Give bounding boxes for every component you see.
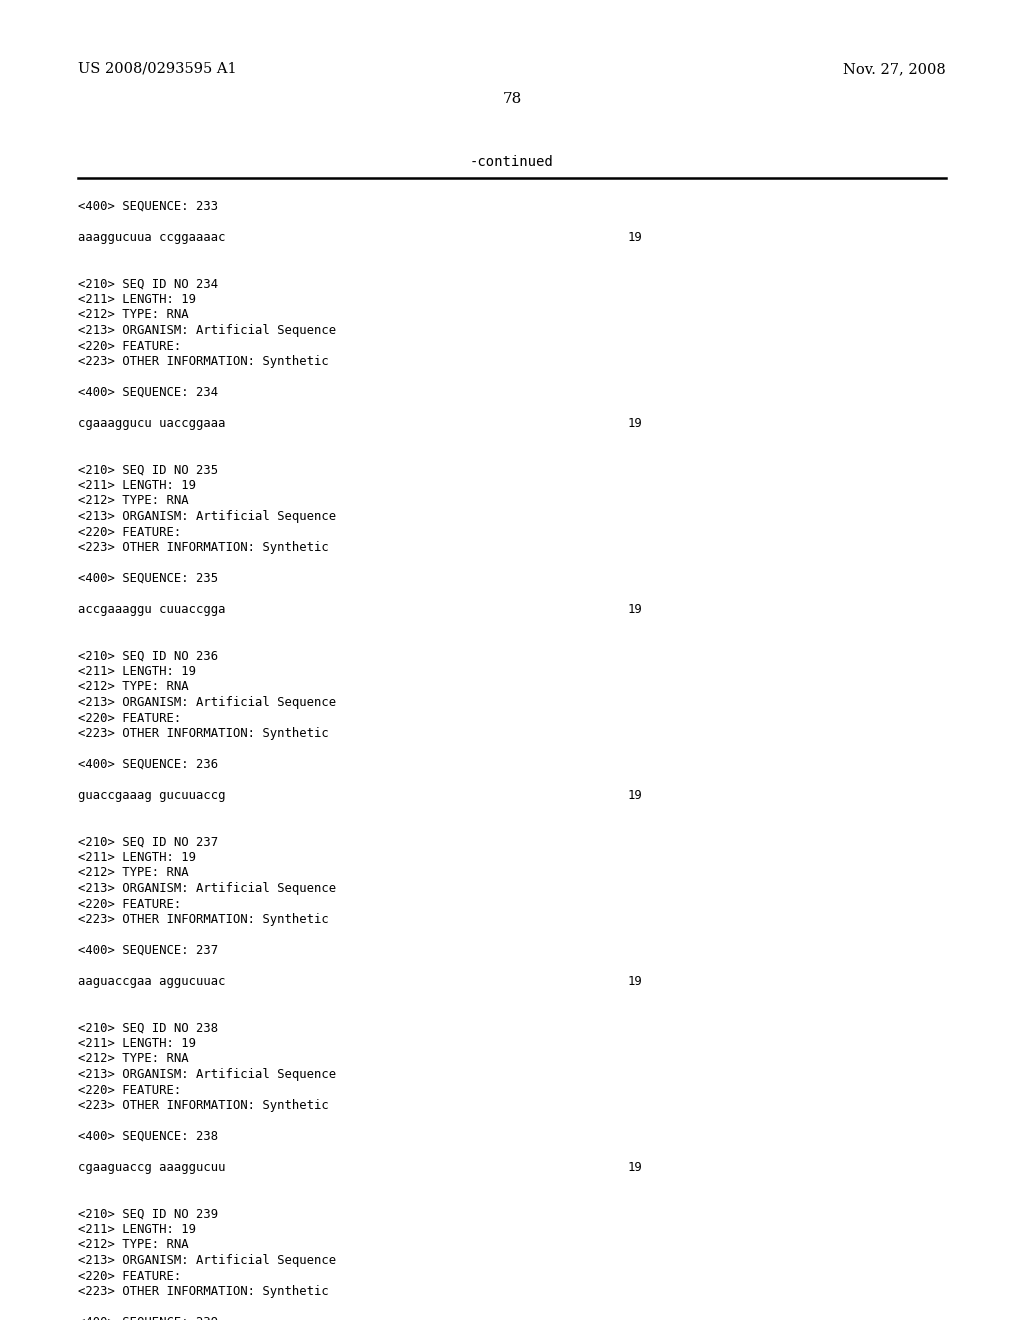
Text: cgaaguaccg aaaggucuu: cgaaguaccg aaaggucuu <box>78 1162 225 1173</box>
Text: <213> ORGANISM: Artificial Sequence: <213> ORGANISM: Artificial Sequence <box>78 696 336 709</box>
Text: guaccgaaag gucuuaccg: guaccgaaag gucuuaccg <box>78 789 225 803</box>
Text: 19: 19 <box>628 231 643 244</box>
Text: <211> LENGTH: 19: <211> LENGTH: 19 <box>78 479 196 492</box>
Text: <211> LENGTH: 19: <211> LENGTH: 19 <box>78 1224 196 1236</box>
Text: <212> TYPE: RNA: <212> TYPE: RNA <box>78 681 188 693</box>
Text: <210> SEQ ID NO 238: <210> SEQ ID NO 238 <box>78 1022 218 1035</box>
Text: <223> OTHER INFORMATION: Synthetic: <223> OTHER INFORMATION: Synthetic <box>78 913 329 927</box>
Text: <211> LENGTH: 19: <211> LENGTH: 19 <box>78 1038 196 1049</box>
Text: <223> OTHER INFORMATION: Synthetic: <223> OTHER INFORMATION: Synthetic <box>78 1284 329 1298</box>
Text: <400> SEQUENCE: 238: <400> SEQUENCE: 238 <box>78 1130 218 1143</box>
Text: <400> SEQUENCE: 235: <400> SEQUENCE: 235 <box>78 572 218 585</box>
Text: -continued: -continued <box>470 154 554 169</box>
Text: <211> LENGTH: 19: <211> LENGTH: 19 <box>78 665 196 678</box>
Text: aaguaccgaa aggucuuac: aaguaccgaa aggucuuac <box>78 975 225 987</box>
Text: 19: 19 <box>628 603 643 616</box>
Text: cgaaaggucu uaccggaaa: cgaaaggucu uaccggaaa <box>78 417 225 430</box>
Text: <400> SEQUENCE: 236: <400> SEQUENCE: 236 <box>78 758 218 771</box>
Text: aaaggucuua ccggaaaac: aaaggucuua ccggaaaac <box>78 231 225 244</box>
Text: <400> SEQUENCE: 237: <400> SEQUENCE: 237 <box>78 944 218 957</box>
Text: <400> SEQUENCE: 234: <400> SEQUENCE: 234 <box>78 385 218 399</box>
Text: <212> TYPE: RNA: <212> TYPE: RNA <box>78 1238 188 1251</box>
Text: 78: 78 <box>503 92 521 106</box>
Text: <210> SEQ ID NO 237: <210> SEQ ID NO 237 <box>78 836 218 849</box>
Text: <212> TYPE: RNA: <212> TYPE: RNA <box>78 1052 188 1065</box>
Text: <213> ORGANISM: Artificial Sequence: <213> ORGANISM: Artificial Sequence <box>78 323 336 337</box>
Text: <223> OTHER INFORMATION: Synthetic: <223> OTHER INFORMATION: Synthetic <box>78 355 329 368</box>
Text: 19: 19 <box>628 789 643 803</box>
Text: <220> FEATURE:: <220> FEATURE: <box>78 1270 181 1283</box>
Text: <211> LENGTH: 19: <211> LENGTH: 19 <box>78 851 196 865</box>
Text: <210> SEQ ID NO 235: <210> SEQ ID NO 235 <box>78 463 218 477</box>
Text: <223> OTHER INFORMATION: Synthetic: <223> OTHER INFORMATION: Synthetic <box>78 541 329 554</box>
Text: <212> TYPE: RNA: <212> TYPE: RNA <box>78 495 188 507</box>
Text: 19: 19 <box>628 975 643 987</box>
Text: <212> TYPE: RNA: <212> TYPE: RNA <box>78 309 188 322</box>
Text: <220> FEATURE:: <220> FEATURE: <box>78 1084 181 1097</box>
Text: <210> SEQ ID NO 234: <210> SEQ ID NO 234 <box>78 277 218 290</box>
Text: <220> FEATURE:: <220> FEATURE: <box>78 711 181 725</box>
Text: <210> SEQ ID NO 236: <210> SEQ ID NO 236 <box>78 649 218 663</box>
Text: Nov. 27, 2008: Nov. 27, 2008 <box>843 62 946 77</box>
Text: <223> OTHER INFORMATION: Synthetic: <223> OTHER INFORMATION: Synthetic <box>78 1100 329 1111</box>
Text: US 2008/0293595 A1: US 2008/0293595 A1 <box>78 62 237 77</box>
Text: 19: 19 <box>628 1162 643 1173</box>
Text: <213> ORGANISM: Artificial Sequence: <213> ORGANISM: Artificial Sequence <box>78 1254 336 1267</box>
Text: <400> SEQUENCE: 239: <400> SEQUENCE: 239 <box>78 1316 218 1320</box>
Text: <220> FEATURE:: <220> FEATURE: <box>78 525 181 539</box>
Text: <220> FEATURE:: <220> FEATURE: <box>78 898 181 911</box>
Text: <220> FEATURE:: <220> FEATURE: <box>78 339 181 352</box>
Text: 19: 19 <box>628 417 643 430</box>
Text: <213> ORGANISM: Artificial Sequence: <213> ORGANISM: Artificial Sequence <box>78 1068 336 1081</box>
Text: <213> ORGANISM: Artificial Sequence: <213> ORGANISM: Artificial Sequence <box>78 510 336 523</box>
Text: <210> SEQ ID NO 239: <210> SEQ ID NO 239 <box>78 1208 218 1221</box>
Text: <212> TYPE: RNA: <212> TYPE: RNA <box>78 866 188 879</box>
Text: <213> ORGANISM: Artificial Sequence: <213> ORGANISM: Artificial Sequence <box>78 882 336 895</box>
Text: accgaaaggu cuuaccgga: accgaaaggu cuuaccgga <box>78 603 225 616</box>
Text: <400> SEQUENCE: 233: <400> SEQUENCE: 233 <box>78 201 218 213</box>
Text: <211> LENGTH: 19: <211> LENGTH: 19 <box>78 293 196 306</box>
Text: <223> OTHER INFORMATION: Synthetic: <223> OTHER INFORMATION: Synthetic <box>78 727 329 741</box>
